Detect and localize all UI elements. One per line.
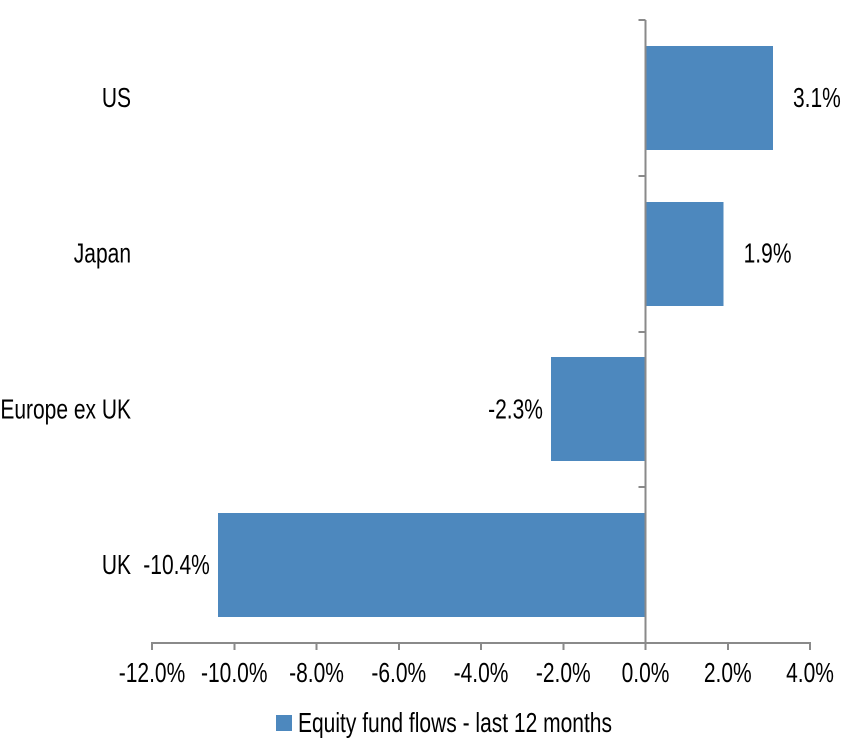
data-label-us: 3.1% bbox=[793, 83, 841, 114]
legend-swatch bbox=[276, 715, 292, 731]
x-tick-label-0: -12.0% bbox=[119, 658, 186, 689]
chart-legend: Equity fund flows - last 12 months bbox=[276, 709, 612, 737]
data-label-uk: -10.4% bbox=[143, 550, 210, 581]
category-label-japan: Japan bbox=[74, 239, 131, 270]
bar-japan bbox=[645, 202, 724, 306]
category-label-europe-ex-uk: Europe ex UK bbox=[0, 395, 131, 426]
data-label-japan: 1.9% bbox=[744, 239, 792, 270]
x-tick-label-4: -4.0% bbox=[454, 658, 509, 689]
x-tick-label-8: 4.0% bbox=[786, 658, 834, 689]
x-tick-label-6: 0.0% bbox=[622, 658, 670, 689]
x-tick-label-5: -2.0% bbox=[536, 658, 591, 689]
bar-europe-ex-uk bbox=[550, 357, 646, 461]
bar-uk bbox=[217, 513, 646, 617]
x-tick-label-3: -6.0% bbox=[371, 658, 426, 689]
category-label-uk: UK bbox=[102, 550, 132, 581]
x-tick-label-2: -8.0% bbox=[289, 658, 344, 689]
legend-label: Equity fund flows - last 12 months bbox=[298, 707, 612, 739]
category-label-us: US bbox=[102, 83, 131, 114]
data-label-europe-ex-uk: -2.3% bbox=[488, 395, 543, 426]
x-tick-label-1: -10.0% bbox=[201, 658, 268, 689]
bar-us bbox=[645, 46, 773, 150]
x-tick-label-7: 2.0% bbox=[704, 658, 752, 689]
